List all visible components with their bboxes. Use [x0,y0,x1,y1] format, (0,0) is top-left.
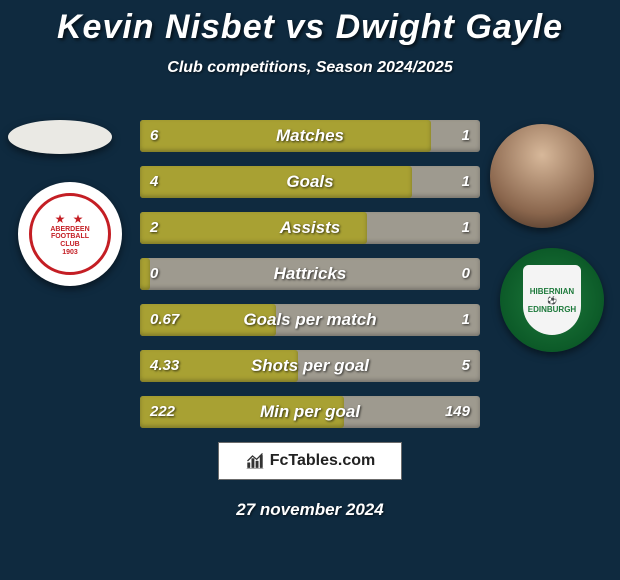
player-right-avatar [490,124,594,228]
club-left-badge: ★ ★ ABERDEENFOOTBALLCLUB1903 [18,182,122,286]
site-name: FcTables.com [270,452,376,470]
club-left-stars-icon: ★ ★ [55,212,86,226]
stat-row: 222149Min per goal [140,396,480,428]
metric-label: Hattricks [140,258,480,290]
stat-row: 00Hattricks [140,258,480,290]
club-right-text: HIBERNIAN⚽EDINBURGH [528,287,576,314]
stat-row: 0.671Goals per match [140,304,480,336]
stat-row: 4.335Shots per goal [140,350,480,382]
chart-icon [245,451,265,471]
page-subtitle: Club competitions, Season 2024/2025 [0,59,620,77]
site-logo: FcTables.com [218,442,402,480]
player-left-avatar [8,120,112,154]
metric-label: Goals per match [140,304,480,336]
footer-date: 27 november 2024 [0,500,620,520]
stat-row: 41Goals [140,166,480,198]
metric-label: Assists [140,212,480,244]
metric-label: Goals [140,166,480,198]
stat-row: 61Matches [140,120,480,152]
stat-row: 21Assists [140,212,480,244]
metric-label: Matches [140,120,480,152]
club-right-badge: HIBERNIAN⚽EDINBURGH [500,248,604,352]
comparison-chart: 61Matches 41Goals 21Assists 00Hattricks 0.67… [140,120,480,442]
page-title: Kevin Nisbet vs Dwight Gayle [0,0,620,47]
club-left-text: ABERDEENFOOTBALLCLUB1903 [50,226,89,257]
metric-label: Min per goal [140,396,480,428]
metric-label: Shots per goal [140,350,480,382]
